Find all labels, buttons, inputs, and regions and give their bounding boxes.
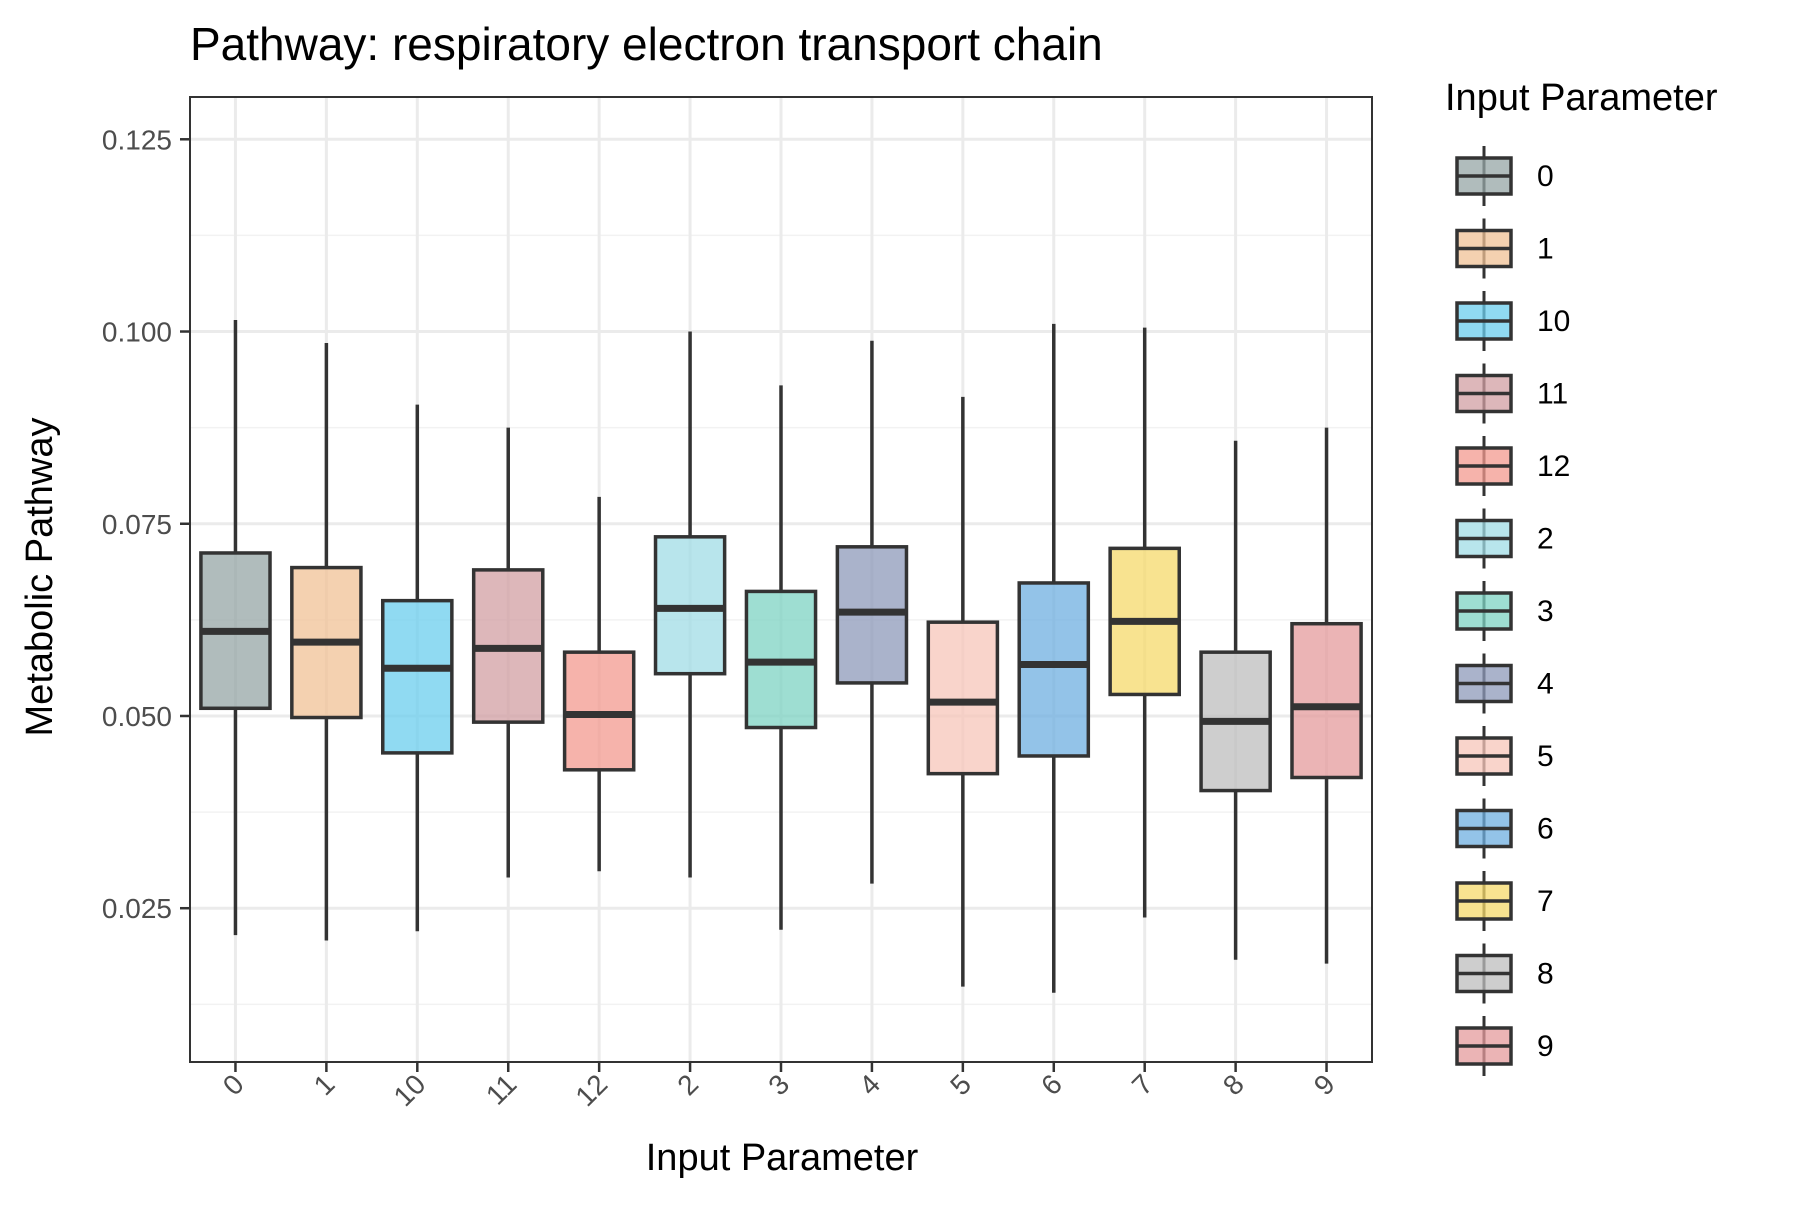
- x-tick-label: 0: [217, 1068, 250, 1101]
- box-1: [290, 343, 363, 941]
- x-tick-label: 1: [308, 1068, 341, 1101]
- legend-label: 12: [1537, 450, 1570, 483]
- legend-key-1: 1: [1455, 218, 1554, 279]
- x-tick-label: 12: [569, 1068, 613, 1112]
- y-tick-label: 0.050: [102, 701, 172, 732]
- legend-label: 4: [1537, 668, 1554, 701]
- legend-key-12: 12: [1455, 436, 1570, 496]
- boxes: [199, 319, 1363, 993]
- y-tick-label: 0.075: [102, 509, 172, 540]
- y-axis: 0.025 0.050 0.075 0.100 0.125: [102, 124, 190, 924]
- x-axis-title: Input Parameter: [646, 1137, 919, 1179]
- box-7: [1108, 327, 1181, 918]
- box-10: [381, 404, 454, 932]
- legend-key-6: 6: [1455, 798, 1554, 859]
- x-tick-label: 9: [1308, 1068, 1341, 1101]
- box-2: [653, 331, 727, 878]
- box-6: [1017, 323, 1091, 993]
- chart-title: Pathway: respiratory electron transport …: [190, 18, 1103, 70]
- y-tick-label: 0.125: [102, 124, 172, 155]
- legend-label: 0: [1537, 160, 1554, 193]
- x-tick-label: 8: [1217, 1068, 1250, 1101]
- legend-key-10: 10: [1455, 291, 1570, 351]
- legend-key-8: 8: [1455, 943, 1554, 1004]
- legend-label: 6: [1537, 813, 1554, 846]
- legend-key-0: 0: [1455, 146, 1554, 206]
- box-3: [744, 385, 818, 930]
- y-tick-label: 0.025: [102, 893, 172, 924]
- legend-label: 5: [1537, 740, 1554, 773]
- box-8: [1199, 440, 1272, 960]
- box-12: [562, 496, 636, 872]
- box-4: [835, 340, 909, 884]
- box-5: [926, 396, 1000, 987]
- x-tick-label: 5: [944, 1068, 977, 1101]
- box-9: [1290, 427, 1363, 964]
- legend-label: 9: [1537, 1030, 1554, 1063]
- legend-key-3: 3: [1455, 581, 1554, 641]
- x-tick-label: 7: [1126, 1068, 1159, 1101]
- y-axis-title: Metabolic Pathway: [19, 418, 61, 737]
- x-axis: 0 1 10 11 12 2 3 4 5 6 7 8 9: [217, 1062, 1341, 1112]
- box-body: [1017, 581, 1091, 758]
- legend-label: 3: [1537, 595, 1554, 628]
- x-tick-label: 3: [762, 1068, 795, 1101]
- legend-title: Input Parameter: [1445, 77, 1718, 119]
- legend-label: 2: [1537, 523, 1554, 556]
- x-tick-label: 4: [853, 1068, 886, 1101]
- legend-key-11: 11: [1455, 363, 1568, 424]
- legend-key-2: 2: [1455, 508, 1554, 569]
- legend-label: 1: [1537, 233, 1554, 266]
- y-tick-label: 0.100: [102, 317, 172, 348]
- legend-label: 7: [1537, 885, 1554, 918]
- box-11: [471, 427, 545, 878]
- legend-key-5: 5: [1455, 726, 1554, 786]
- box-body: [1290, 621, 1363, 780]
- x-tick-label: 2: [671, 1068, 704, 1101]
- box-body: [926, 620, 1000, 776]
- legend-label: 8: [1537, 958, 1554, 991]
- legend-label: 11: [1537, 378, 1568, 411]
- legend-key-9: 9: [1455, 1016, 1554, 1076]
- legend: Input Parameter 0 1 10 11 12 2 3 4 5 6 7 8 9: [1445, 77, 1718, 1076]
- legend-key-7: 7: [1455, 871, 1554, 931]
- box-0: [199, 319, 272, 936]
- legend-key-4: 4: [1455, 653, 1554, 714]
- x-tick-label: 6: [1035, 1068, 1068, 1101]
- x-tick-label: 10: [388, 1068, 432, 1112]
- x-tick-label: 11: [480, 1068, 522, 1110]
- legend-label: 10: [1537, 305, 1570, 338]
- box-body: [381, 598, 454, 755]
